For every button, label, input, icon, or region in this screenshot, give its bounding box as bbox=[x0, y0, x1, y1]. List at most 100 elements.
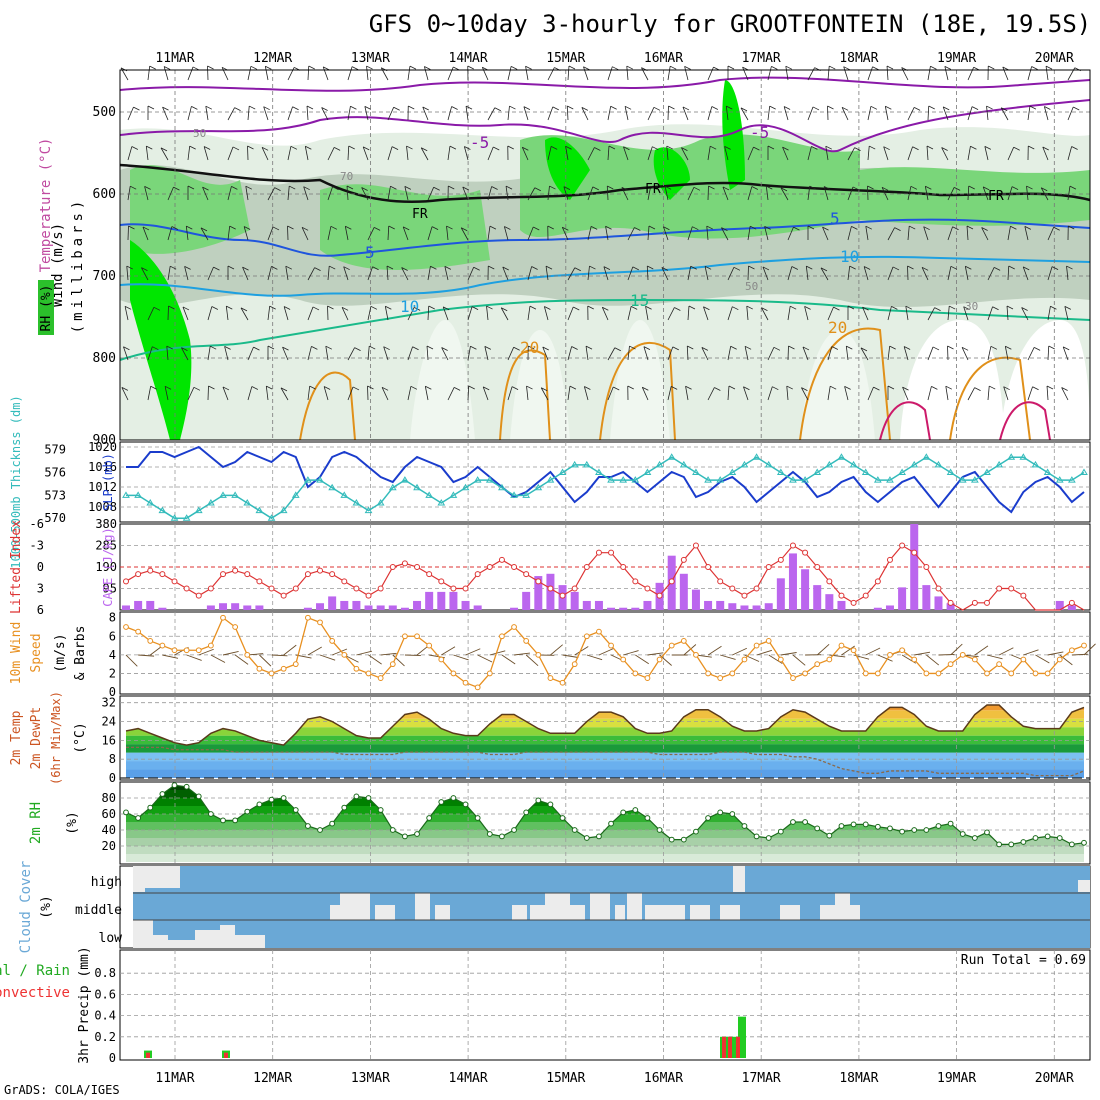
mb-level-label: 900 bbox=[93, 433, 116, 448]
rh-band-green-2 bbox=[320, 184, 490, 270]
wind-barb bbox=[356, 650, 373, 656]
wind-speed-point bbox=[123, 624, 129, 630]
lifted-index-point bbox=[668, 578, 675, 585]
lifted-index-point bbox=[462, 585, 469, 592]
wind-barb bbox=[1023, 649, 1039, 656]
cape-bar bbox=[631, 607, 640, 610]
wind-unit-label: (m/s) bbox=[53, 633, 68, 672]
wind-speed-point bbox=[947, 661, 954, 668]
isotherm-minus5 bbox=[119, 99, 1091, 153]
lifted-index-point bbox=[741, 592, 748, 599]
cape-bar bbox=[340, 600, 349, 610]
precip-tick: 0.4 bbox=[94, 1009, 116, 1023]
cape-bar bbox=[740, 605, 749, 610]
thickness-point bbox=[764, 460, 773, 468]
lifted-index-point bbox=[498, 556, 505, 563]
cape-bar bbox=[122, 605, 130, 610]
rh-tick: 40 bbox=[102, 823, 116, 837]
wind-speed-point bbox=[838, 642, 845, 649]
cloud-gap bbox=[435, 905, 450, 920]
wind-barb bbox=[319, 654, 336, 661]
rh-point bbox=[608, 820, 614, 827]
top-date-axis: 11MAR 12MAR 13MAR 14MAR 15MAR 16MAR 17MAR 18MAR… bbox=[155, 51, 1074, 66]
cloud-gap bbox=[545, 893, 570, 920]
precip-convective-bar bbox=[146, 1052, 150, 1058]
rh-point bbox=[802, 819, 808, 825]
wind-barb bbox=[683, 644, 697, 656]
wind-tick: 6 bbox=[109, 629, 116, 643]
rh-point bbox=[765, 835, 772, 841]
thickness-point bbox=[485, 476, 494, 483]
contour-label: 20 bbox=[828, 318, 847, 337]
thickness-point bbox=[510, 491, 518, 498]
clear-column-5 bbox=[900, 320, 1005, 440]
cape-bar bbox=[1067, 605, 1076, 610]
wind-speed-point bbox=[341, 651, 348, 658]
thickness-point bbox=[1031, 460, 1040, 468]
lifted-index-point bbox=[365, 592, 372, 599]
cloud-gap bbox=[133, 866, 145, 892]
contour-label: -5 bbox=[470, 133, 489, 152]
rh-point bbox=[159, 791, 166, 797]
cloud-gap bbox=[615, 905, 625, 920]
cloud-gap bbox=[512, 905, 527, 920]
temp-tick: 0 bbox=[109, 771, 116, 785]
lifted-index-point bbox=[632, 578, 639, 585]
cape-bar bbox=[752, 605, 761, 610]
thickness-point bbox=[692, 468, 700, 475]
thickness-point bbox=[1007, 453, 1016, 460]
rh-point bbox=[147, 804, 154, 811]
cape-bar bbox=[837, 600, 846, 610]
wind-barb bbox=[186, 654, 202, 661]
lifted-index-point bbox=[850, 599, 857, 606]
wind-speed-point bbox=[826, 656, 833, 663]
thickness-point bbox=[207, 498, 215, 506]
lifted-index-point bbox=[377, 585, 384, 592]
thickness-point bbox=[970, 476, 979, 483]
rh-point bbox=[996, 841, 1003, 848]
lifted-index-point bbox=[426, 571, 433, 578]
rh-band-green-3 bbox=[520, 134, 860, 239]
wind-speed-point bbox=[207, 642, 214, 649]
rh-axis-label: RH (%) bbox=[39, 285, 54, 332]
wind-speed-point bbox=[511, 624, 517, 630]
contour-label: FR bbox=[412, 207, 428, 222]
date-label-top: 16MAR bbox=[644, 51, 683, 66]
lifted-index-point bbox=[862, 592, 869, 599]
cape-bar bbox=[776, 578, 785, 610]
wind-speed-point bbox=[402, 633, 408, 640]
cape-bar bbox=[607, 607, 616, 610]
rh-band-green-4 bbox=[860, 167, 1090, 226]
cloud-gap bbox=[590, 893, 610, 920]
rh-point bbox=[462, 801, 469, 808]
thickness-point bbox=[728, 468, 737, 475]
rh-point bbox=[280, 795, 287, 801]
wind-speed-point bbox=[656, 656, 663, 663]
lifted-index-point bbox=[207, 585, 214, 592]
cape-bar bbox=[522, 591, 531, 610]
wind-speed-point bbox=[729, 670, 736, 677]
rh-point bbox=[244, 808, 251, 815]
thickness-point bbox=[704, 476, 712, 483]
wind-barb bbox=[307, 646, 322, 656]
wind-barb bbox=[525, 654, 539, 667]
clear-column-4 bbox=[800, 330, 875, 440]
lifted-index-point bbox=[620, 564, 627, 570]
wind-speed-point bbox=[353, 665, 360, 672]
thickness-point bbox=[449, 491, 458, 498]
wind-speed-point bbox=[547, 675, 554, 681]
wind-speed-point bbox=[814, 661, 821, 668]
lifted-index-point bbox=[171, 578, 178, 585]
wind-barb bbox=[780, 652, 797, 656]
rh2m-panel bbox=[119, 781, 1091, 865]
mb-level-label: 500 bbox=[93, 105, 116, 120]
wind-barb bbox=[392, 654, 405, 667]
thickness-point bbox=[740, 460, 749, 468]
lifted-index-point bbox=[292, 585, 299, 592]
wind-barb bbox=[950, 643, 963, 656]
thickness-point bbox=[595, 468, 603, 475]
cape-bar bbox=[328, 596, 337, 610]
rh-point bbox=[693, 828, 699, 835]
lifted-index-point bbox=[389, 564, 396, 570]
cloud-gap bbox=[690, 905, 710, 920]
